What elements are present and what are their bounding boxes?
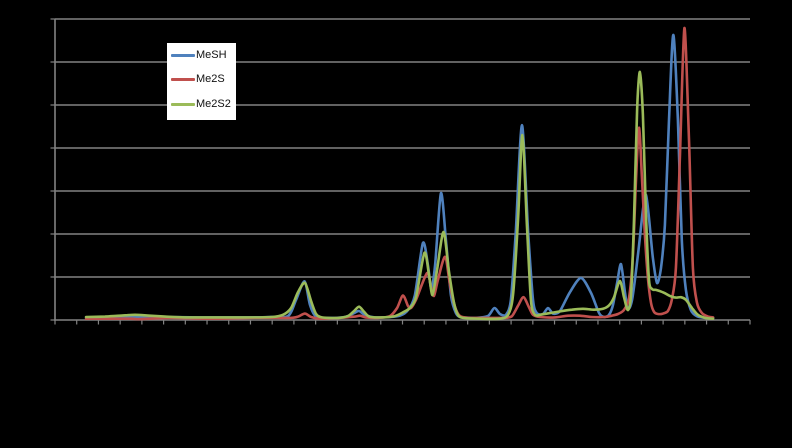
legend-line-swatch-icon xyxy=(171,53,195,57)
legend-label: Me2S xyxy=(196,73,225,85)
legend-item-me2s: Me2S xyxy=(171,73,236,87)
series-line-me2s2 xyxy=(84,70,715,321)
series-lines xyxy=(84,26,715,321)
series-line-me2s xyxy=(84,26,715,321)
axes xyxy=(50,18,751,325)
legend-label: Me2S2 xyxy=(196,97,231,110)
chart-legend: MeSH Me2S Me2S2 xyxy=(167,43,236,120)
legend-label: MeSH xyxy=(196,48,227,61)
legend-item-me2s2: Me2S2 xyxy=(171,97,236,111)
legend-line-swatch-icon xyxy=(171,102,195,106)
legend-line-swatch-icon xyxy=(171,78,195,81)
legend-item-mesh: MeSH xyxy=(171,48,236,62)
